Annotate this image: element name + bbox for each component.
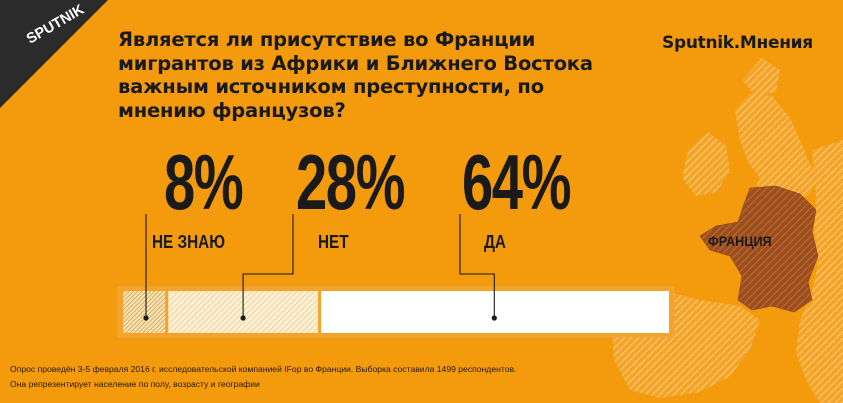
sputnik-logo: SPUTNIK (0, 0, 108, 108)
great-britain-shape (735, 92, 818, 206)
chart-title: Является ли присутствие во Франции мигра… (118, 28, 593, 122)
ireland-shape (682, 132, 730, 196)
value-label-no: 28% (296, 138, 406, 226)
stacked-bar (117, 286, 675, 338)
footnote-line-2: Она репрезентирует население по полу, во… (10, 379, 260, 389)
category-label-yes: ДА (484, 232, 506, 252)
continent-shape (796, 140, 843, 403)
france-shape (699, 185, 819, 313)
category-label-unsure: НЕ ЗНАЮ (152, 232, 225, 252)
footnote-line-1: Опрос проведён 3-5 февраля 2016 г. иссле… (10, 364, 517, 374)
value-label-unsure: 8% (164, 138, 244, 226)
value-label-yes: 64% (462, 138, 572, 226)
leader-line-yes (459, 214, 495, 318)
bar-segment-unsure (123, 291, 166, 333)
leader-dot-no (240, 315, 246, 321)
leader-line-no (242, 214, 294, 318)
france-label: ФРАНЦИЯ (708, 233, 772, 249)
europe-map (612, 58, 843, 403)
leader-dot-unsure (143, 315, 149, 321)
category-label-no: НЕТ (318, 232, 349, 252)
scotland-shape (742, 58, 780, 96)
leader-dot-yes (491, 315, 497, 321)
brand-name: Sputnik.Мнения (662, 33, 813, 53)
bar-segment-yes (321, 291, 669, 333)
